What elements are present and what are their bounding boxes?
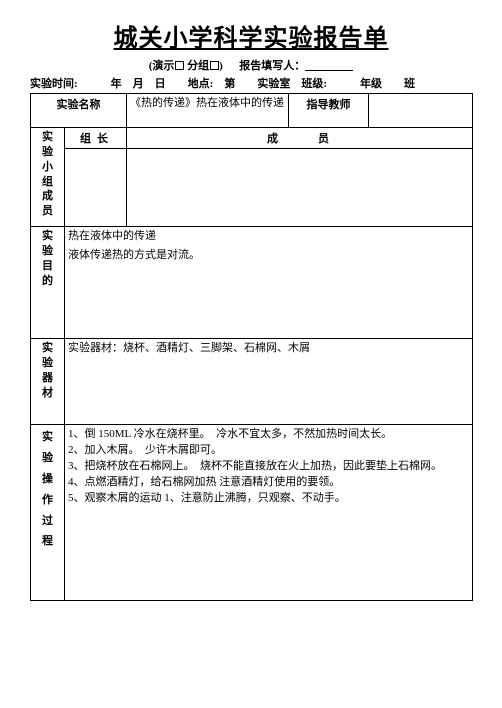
equipment-cell: 实验器材：烧杯、酒精灯、三脚架、石棉网、木屑 bbox=[65, 339, 473, 425]
procedure-line4: 4、点燃酒精灯，给石棉网加热 注意酒精灯使用的要领。 bbox=[68, 475, 469, 491]
procedure-cell: 1、倒 150ML 冷水在烧杯里。 冷水不宜太多，不然加热时间太长。 2、加入木… bbox=[65, 425, 473, 601]
purpose-line1: 热在液体中的传递 bbox=[68, 229, 469, 245]
group-label: 分组 bbox=[187, 60, 209, 72]
teacher-value[interactable] bbox=[369, 94, 473, 128]
demo-checkbox[interactable] bbox=[175, 61, 184, 70]
procedure-line2: 2、加入木屑。 少许木屑即可。 bbox=[68, 443, 469, 459]
procedure-line3: 3、把烧杯放在石棉网上。 烧杯不能直接放在火上加热，因此要垫上石棉网。 bbox=[68, 459, 469, 475]
reporter-blank[interactable] bbox=[305, 59, 353, 71]
members-header: 成员 bbox=[127, 128, 473, 149]
reporter-label: 报告填写人： bbox=[239, 60, 305, 72]
teacher-label: 指导教师 bbox=[289, 94, 369, 128]
equipment-text: 实验器材：烧杯、酒精灯、三脚架、石棉网、木屑 bbox=[68, 341, 469, 357]
members-cell[interactable] bbox=[127, 149, 473, 227]
equipment-section-label: 实验器材 bbox=[31, 339, 65, 425]
experiment-name-value: 《热的传递》热在液体中的传递 bbox=[127, 94, 289, 128]
close-paren: ) bbox=[219, 60, 223, 72]
purpose-line2: 液体传递热的方式是对流。 bbox=[68, 248, 469, 264]
info-row: 实验时间: 年 月 日 地点: 第 实验室 班级: 年级 班 bbox=[30, 75, 472, 91]
group-section-label: 实验小组成员 bbox=[31, 128, 65, 227]
demo-label: (演示 bbox=[149, 60, 175, 72]
group-checkbox[interactable] bbox=[210, 61, 219, 70]
purpose-section-label: 实验目的 bbox=[31, 227, 65, 339]
leader-header: 组长 bbox=[65, 128, 127, 149]
page-title: 城关小学科学实验报告单 bbox=[30, 18, 472, 53]
procedure-line5: 5、观察木屑的运动 1、注意防止沸腾，只观察、不动手。 bbox=[68, 491, 469, 507]
procedure-section-label: 实验操作过程 bbox=[31, 425, 65, 601]
purpose-cell: 热在液体中的传递 液体传递热的方式是对流。 bbox=[65, 227, 473, 339]
procedure-line1: 1、倒 150ML 冷水在烧杯里。 冷水不宜太多，不然加热时间太长。 bbox=[68, 427, 469, 443]
experiment-name-label: 实验名称 bbox=[31, 94, 127, 128]
subtitle-row: (演示 分组) 报告填写人： bbox=[30, 57, 472, 73]
main-table: 实验名称 《热的传递》热在液体中的传递 指导教师 实验小组成员 组长 成员 实验… bbox=[30, 93, 473, 601]
leader-cell[interactable] bbox=[65, 149, 127, 227]
